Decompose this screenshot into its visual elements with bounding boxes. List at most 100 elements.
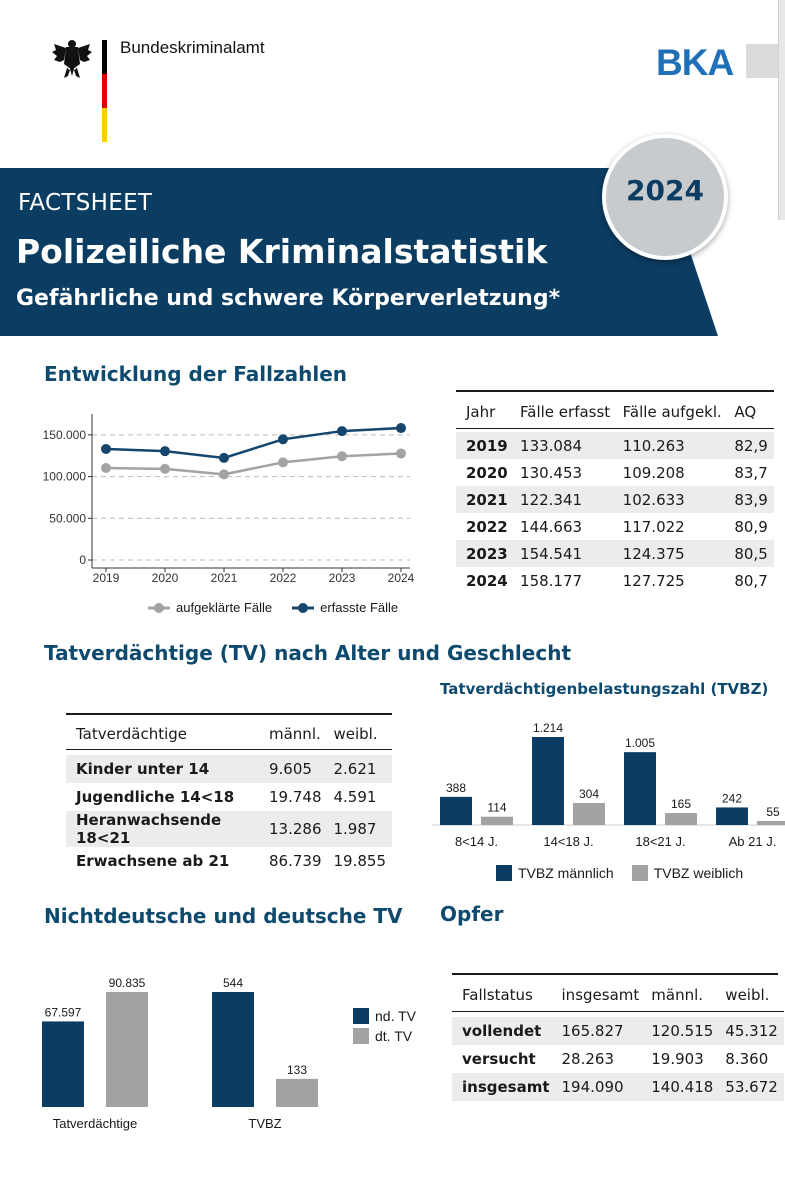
- table-row: 2021 122.341 102.633 83,9: [456, 486, 774, 513]
- cases-table: Jahr Fälle erfasst Fälle aufgekl. AQ 201…: [456, 396, 774, 594]
- suspects-table-header: männl.: [269, 724, 321, 743]
- table-cell: 117.022: [622, 517, 685, 536]
- suspects-nationality-bar-chart: 67.597 90.835 Tatverdächtige: [42, 976, 148, 1131]
- table-cell: 45.312: [719, 1017, 784, 1045]
- table-row: insgesamt 194.090 140.418 53.672: [452, 1073, 784, 1101]
- victims-table-header: insgesamt: [561, 985, 640, 1004]
- table-cell: 110.263: [616, 432, 729, 459]
- cases-table-header: AQ: [734, 402, 757, 421]
- legend-label-dt: dt. TV: [375, 1028, 413, 1044]
- x-tick-label: 2023: [329, 571, 356, 585]
- category-label: 18<21 J.: [635, 834, 685, 849]
- table-cell: 2023: [456, 540, 515, 567]
- scrollbar[interactable]: [778, 0, 785, 220]
- x-tick-label: 2022: [270, 571, 297, 585]
- suspects-table-rule-top: [66, 713, 392, 715]
- legend-marker-solved: [148, 602, 170, 613]
- table-cell: 82,9: [728, 432, 774, 459]
- tvbz-legend: TVBZ männlich TVBZ weiblich: [496, 865, 743, 881]
- bar-value-label: 1.005: [625, 736, 655, 750]
- page-title: Polizeiliche Kriminalstatistik: [16, 232, 548, 271]
- bar-value-label: 90.835: [109, 976, 146, 990]
- data-point: [160, 463, 170, 474]
- bar-value-label: 133: [287, 1063, 307, 1077]
- table-cell: Kinder unter 14: [66, 755, 263, 783]
- section-heading-development: Entwicklung der Fallzahlen: [44, 362, 347, 386]
- german-flag-stripe: [102, 40, 107, 142]
- category-label: Ab 21 J.: [729, 834, 777, 849]
- bar: [757, 821, 785, 825]
- suspects-table: Tatverdächtige männl. weibl. Kinder unte…: [66, 719, 392, 875]
- x-tick-label: 2019: [93, 571, 120, 585]
- cases-table-header: Fälle erfasst: [520, 402, 611, 421]
- bar-value-label: 55: [766, 805, 780, 819]
- table-cell: 1.987: [327, 811, 392, 847]
- table-cell: 28.263: [561, 1050, 615, 1068]
- table-cell: 2.621: [327, 755, 392, 783]
- table-cell: 154.541: [514, 540, 617, 567]
- bar-value-label: 304: [579, 787, 599, 801]
- table-cell: 158.177: [520, 571, 583, 590]
- table-cell: 9.605: [263, 755, 328, 783]
- table-cell: 19.748: [269, 788, 322, 806]
- table-row: Jugendliche 14<18 19.748 4.591: [66, 783, 392, 811]
- data-point: [337, 426, 347, 437]
- data-point: [219, 469, 229, 480]
- federal-eagle-icon: [52, 40, 92, 78]
- victims-table: Fallstatus insgesamt männl. weibl. volle…: [452, 979, 784, 1101]
- y-tick-label: 50.000: [49, 511, 86, 525]
- factsheet-label: FACTSHEET: [18, 190, 153, 216]
- category-label: TVBZ: [248, 1116, 281, 1131]
- legend-swatch-nd: [353, 1008, 369, 1024]
- data-point: [278, 457, 288, 468]
- table-cell: 144.663: [520, 517, 583, 536]
- bar-value-label: 1.214: [533, 721, 563, 735]
- table-cell: 19.855: [333, 852, 387, 870]
- bar-value-label: 388: [446, 781, 466, 795]
- legend-swatch-male: [496, 865, 512, 881]
- table-cell: 83,9: [728, 486, 774, 513]
- table-cell: 102.633: [616, 486, 729, 513]
- data-point: [160, 446, 170, 457]
- data-point: [219, 452, 229, 463]
- legend-swatch-female: [631, 865, 648, 881]
- legend-label-male: TVBZ männlich: [518, 865, 614, 881]
- cases-table-header: Fälle aufgekl.: [622, 402, 722, 421]
- bar-value-label: 114: [487, 801, 506, 815]
- x-tick-label: 2020: [152, 571, 179, 585]
- data-point: [396, 448, 406, 459]
- bar-value-label: 242: [722, 791, 742, 805]
- table-cell: 194.090: [555, 1073, 646, 1101]
- y-tick-label: 100.000: [43, 470, 87, 484]
- category-label: 14<18 J.: [543, 834, 593, 849]
- table-cell: 2022: [466, 517, 508, 536]
- table-cell: 130.453: [520, 463, 583, 482]
- suspects-table-header: weibl.: [333, 724, 378, 743]
- suspects-table-header: Tatverdächtige: [76, 724, 188, 743]
- table-row: 2020 130.453 109.208 83,7: [456, 459, 774, 486]
- section-heading-suspects: Tatverdächtige (TV) nach Alter und Gesch…: [44, 641, 572, 665]
- tvbz-bar-chart: 388 114 8<14 J. 1.214 304 14<18 J. 1.005 165 18<…: [432, 721, 785, 849]
- table-row: 2019 133.084 110.263 82,9: [456, 432, 774, 459]
- y-tick-label: 150.000: [43, 428, 87, 442]
- bar: [481, 816, 513, 825]
- x-tick-label: 2024: [388, 571, 415, 585]
- series-line: [105, 426, 402, 460]
- table-cell: Jugendliche 14<18: [76, 788, 235, 806]
- table-cell: 109.208: [622, 463, 685, 482]
- table-row: 2022 144.663 117.022 80,9: [456, 513, 774, 540]
- data-point: [101, 443, 111, 454]
- line-chart-legend: aufgeklärte Fälle erfasste Fälle: [148, 600, 398, 615]
- table-cell: 80,9: [734, 517, 768, 536]
- bka-logo-text: BKA: [656, 44, 733, 78]
- table-row: 2024 158.177 127.725 80,7: [456, 567, 774, 594]
- table-cell: 133.084: [514, 432, 617, 459]
- bar: [624, 752, 656, 825]
- bar: [665, 813, 697, 825]
- table-cell: Heranwachsende 18<21: [66, 811, 263, 847]
- category-label: Tatverdächtige: [53, 1116, 138, 1131]
- year-badge: [602, 134, 728, 260]
- bar-value-label: 544: [223, 976, 243, 990]
- table-cell: 80,7: [734, 571, 768, 590]
- bar: [716, 807, 748, 825]
